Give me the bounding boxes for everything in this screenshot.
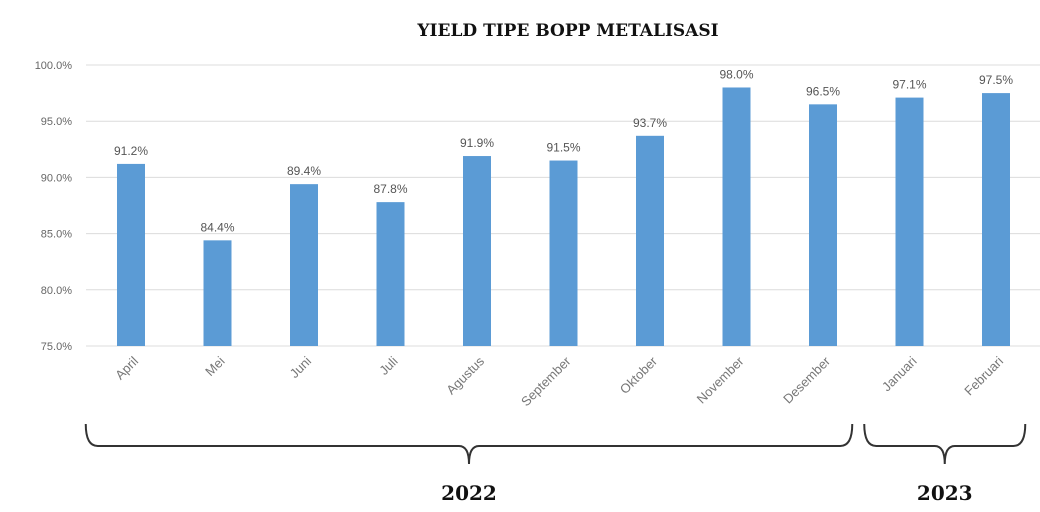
y-tick-label: 95.0% [41, 116, 72, 128]
chart-title: YIELD TIPE BOPP METALISASI [416, 21, 718, 41]
data-label: 98.0% [719, 67, 753, 81]
bar [117, 163, 145, 346]
x-tick-label: Juni [287, 353, 315, 381]
data-label: 87.8% [373, 182, 407, 196]
x-tick-label: September [518, 353, 574, 409]
y-axis-ticks: 75.0% 80.0% 85.0% 90.0% 95.0% 100.0% [35, 60, 73, 353]
bar [463, 156, 491, 346]
data-label: 96.5% [806, 84, 840, 98]
x-tick-label: Februari [961, 353, 1006, 398]
bar [203, 240, 232, 346]
year-label: 2022 [441, 481, 497, 505]
bar [549, 160, 578, 346]
y-tick-label: 80.0% [41, 285, 72, 297]
bar [376, 202, 405, 346]
bar [895, 97, 924, 346]
y-tick-label: 100.0% [35, 60, 73, 72]
bar [982, 93, 1010, 346]
x-axis-ticks: April Mei Juni Juli Agustus September Oktober N… [112, 353, 1006, 409]
data-label: 97.5% [979, 73, 1013, 87]
y-tick-label: 75.0% [41, 341, 72, 353]
x-tick-label: Januari [879, 353, 920, 394]
y-tick-label: 85.0% [41, 229, 72, 241]
data-label: 97.1% [892, 78, 926, 92]
year-bracket [863, 423, 1027, 465]
x-tick-label: Agustus [443, 353, 487, 397]
data-label: 91.9% [460, 136, 494, 150]
data-label: 91.2% [114, 144, 148, 158]
data-labels: 91.2% 84.4% 89.4% 87.8% 91.9% 91.5% 93.7% 98.0%… [114, 67, 1013, 234]
bar [636, 135, 664, 346]
x-tick-label: November [694, 353, 747, 406]
bars [117, 87, 1010, 346]
year-groups: 2022 2023 [84, 423, 1027, 505]
x-tick-label: April [112, 353, 141, 382]
data-label: 93.7% [633, 116, 667, 130]
x-tick-label: Desember [780, 353, 833, 406]
x-tick-label: Juli [376, 353, 400, 377]
bar [809, 104, 837, 346]
bar [290, 184, 318, 346]
data-label: 84.4% [200, 220, 234, 234]
x-tick-label: Oktober [617, 353, 661, 397]
data-label: 89.4% [287, 164, 321, 178]
x-tick-label: Mei [202, 353, 227, 378]
year-bracket [84, 423, 854, 465]
y-tick-label: 90.0% [41, 172, 72, 184]
year-label: 2023 [917, 481, 973, 505]
data-label: 91.5% [546, 141, 580, 155]
bar [722, 87, 751, 346]
